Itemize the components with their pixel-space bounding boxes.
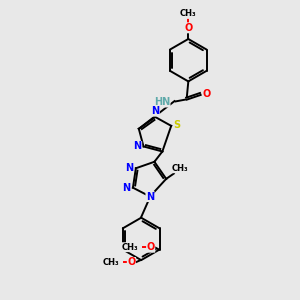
Text: O: O [203,89,211,99]
Text: CH₃: CH₃ [122,243,139,252]
Text: CH₃: CH₃ [171,164,188,173]
Text: N: N [125,163,134,173]
Text: O: O [127,257,136,268]
Text: CH₃: CH₃ [103,258,119,267]
Text: O: O [147,242,155,252]
Text: O: O [184,23,192,33]
Text: N: N [134,142,142,152]
Text: HN: HN [154,97,170,107]
Text: N: N [122,183,130,193]
Text: S: S [173,120,181,130]
Text: CH₃: CH₃ [179,10,196,19]
Text: N: N [151,106,159,116]
Text: N: N [146,191,154,202]
